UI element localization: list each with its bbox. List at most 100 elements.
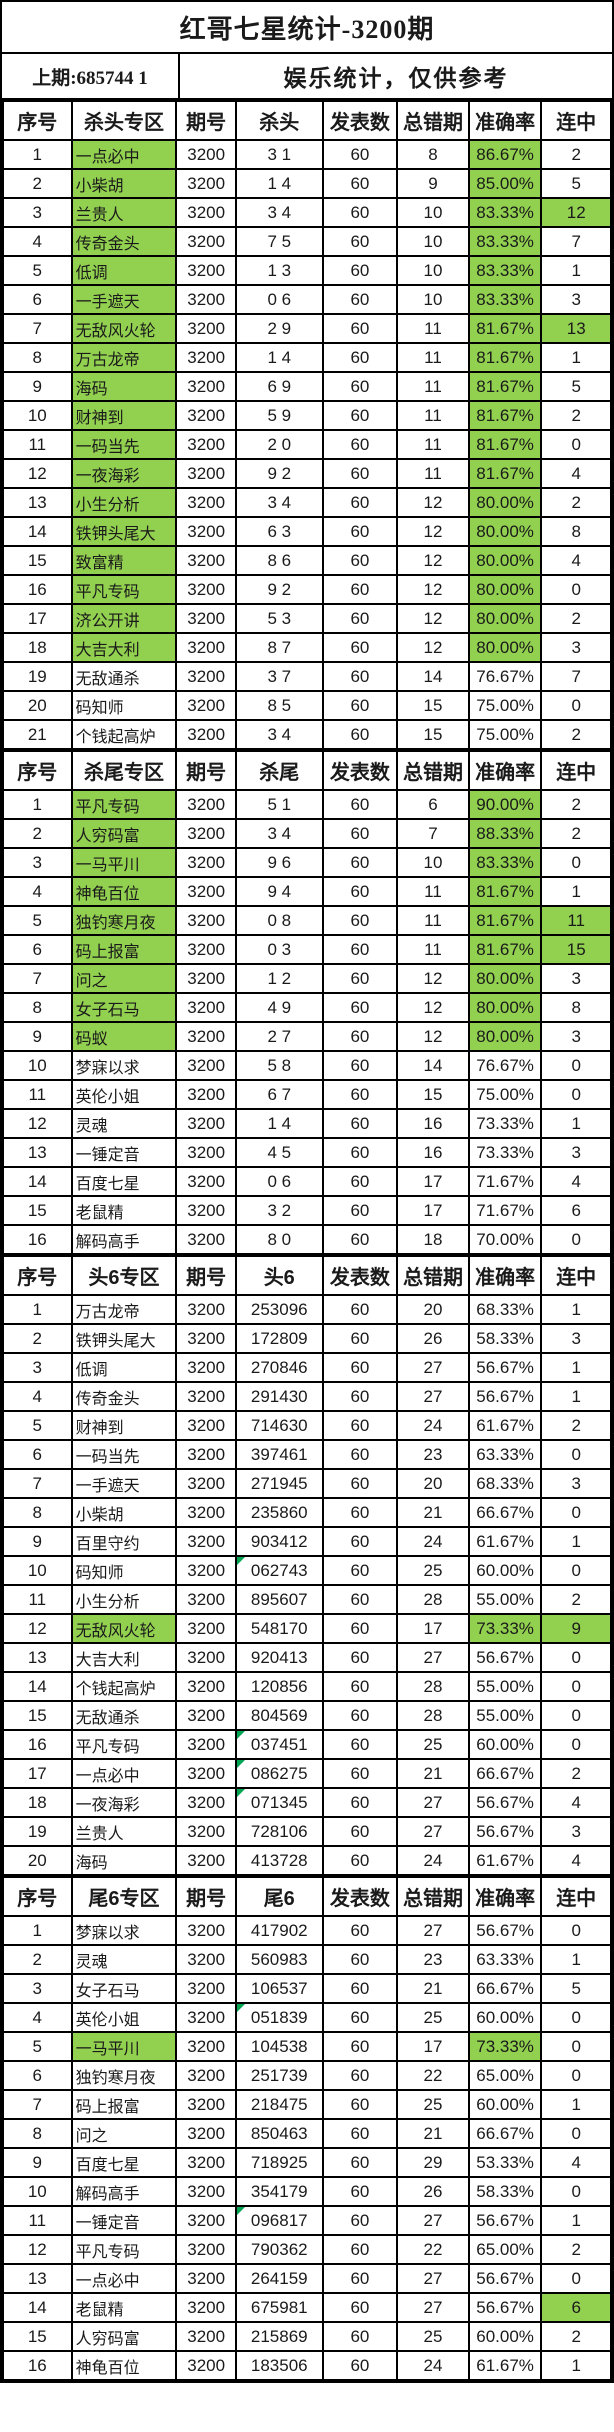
- serial-cell: 12: [2, 458, 73, 489]
- streak-cell: 2: [540, 1410, 612, 1441]
- issue-cell: 3200: [175, 197, 237, 228]
- table-row: 21 个钱起高炉 3200 3 4 60 15 75.00% 2: [2, 719, 612, 750]
- published-cell: 60: [321, 1352, 399, 1383]
- accuracy-cell: 81.67%: [467, 342, 543, 373]
- serial-cell: 1: [2, 139, 73, 170]
- value-cell: 8 6: [234, 545, 324, 576]
- published-cell: 60: [321, 1108, 399, 1139]
- name-cell: 一手遮天: [70, 1468, 178, 1499]
- published-cell: 60: [321, 603, 399, 634]
- accuracy-cell: 83.33%: [467, 197, 543, 228]
- serial-cell: 14: [2, 1166, 73, 1197]
- name-cell: 无敌风火轮: [70, 313, 178, 344]
- value-cell: 104538: [234, 2031, 324, 2062]
- value-cell: 354179: [234, 2176, 324, 2207]
- accuracy-cell: 80.00%: [467, 632, 543, 663]
- errors-cell: 11: [396, 400, 470, 431]
- column-header: 杀头专区: [70, 100, 178, 141]
- value-cell: 790362: [234, 2234, 324, 2265]
- errors-cell: 23: [396, 1944, 470, 1975]
- name-cell: 灵魂: [70, 1944, 178, 1975]
- issue-cell: 3200: [175, 2176, 237, 2207]
- value-cell: 728106: [234, 1816, 324, 1847]
- name-cell: 财神到: [70, 1410, 178, 1441]
- value-cell: 086275: [234, 1758, 324, 1789]
- name-cell: 一码当先: [70, 429, 178, 460]
- serial-cell: 18: [2, 632, 73, 663]
- accuracy-cell: 81.67%: [467, 876, 543, 907]
- value-cell: 0 8: [234, 905, 324, 936]
- accuracy-cell: 53.33%: [467, 2147, 543, 2178]
- serial-cell: 1: [2, 789, 73, 820]
- issue-cell: 3200: [175, 139, 237, 170]
- value-cell: 3 2: [234, 1195, 324, 1226]
- errors-cell: 27: [396, 1352, 470, 1383]
- serial-cell: 9: [2, 1526, 73, 1557]
- errors-cell: 17: [396, 1613, 470, 1644]
- issue-cell: 3200: [175, 516, 237, 547]
- published-cell: 60: [321, 1555, 399, 1586]
- section-table-3: 序号 尾6专区 期号 尾6 发表数 总错期 准确率 连中 1 梦寐以求 3200 417902 60 27…: [2, 1876, 612, 2381]
- table-row: 14 老鼠精 3200 675981 60 27 56.67% 6: [2, 2292, 612, 2323]
- table-row: 13 一锤定音 3200 4 5 60 16 73.33% 3: [2, 1137, 612, 1168]
- table-row: 8 女子石马 3200 4 9 60 12 80.00% 8: [2, 992, 612, 1023]
- streak-cell: 1: [540, 1294, 612, 1325]
- name-cell: 个钱起高炉: [70, 1671, 178, 1702]
- issue-cell: 3200: [175, 690, 237, 721]
- table-row: 17 一点必中 3200 086275 60 21 66.67% 2: [2, 1758, 612, 1789]
- accuracy-cell: 56.67%: [467, 1816, 543, 1847]
- name-cell: 码知师: [70, 690, 178, 721]
- streak-cell: 2: [540, 139, 612, 170]
- serial-cell: 10: [2, 2176, 73, 2207]
- issue-cell: 3200: [175, 1195, 237, 1226]
- accuracy-cell: 88.33%: [467, 818, 543, 849]
- table-row: 19 兰贵人 3200 728106 60 27 56.67% 3: [2, 1816, 612, 1847]
- accuracy-cell: 56.67%: [467, 1787, 543, 1818]
- name-cell: 一点必中: [70, 139, 178, 170]
- name-cell: 老鼠精: [70, 1195, 178, 1226]
- notice-banner: 娱乐统计，仅供参考: [283, 66, 509, 91]
- serial-cell: 6: [2, 2060, 73, 2091]
- published-cell: 60: [321, 1845, 399, 1876]
- errors-cell: 12: [396, 632, 470, 663]
- serial-cell: 8: [2, 992, 73, 1023]
- accuracy-cell: 76.67%: [467, 1050, 543, 1081]
- issue-cell: 3200: [175, 2118, 237, 2149]
- published-cell: 60: [321, 1584, 399, 1615]
- stats-sheet: 红哥七星统计-3200期 上期:685744 1 娱乐统计，仅供参考 序号 杀头专…: [0, 0, 614, 2383]
- table-row: 4 神龟百位 3200 9 4 60 11 81.67% 1: [2, 876, 612, 907]
- serial-cell: 11: [2, 2205, 73, 2236]
- value-cell: 3 4: [234, 818, 324, 849]
- accuracy-cell: 75.00%: [467, 1079, 543, 1110]
- serial-cell: 6: [2, 934, 73, 965]
- issue-cell: 3200: [175, 1410, 237, 1441]
- table-row: 15 致富精 3200 8 6 60 12 80.00% 4: [2, 545, 612, 576]
- accuracy-cell: 68.33%: [467, 1294, 543, 1325]
- value-cell: 3 7: [234, 661, 324, 692]
- published-cell: 60: [321, 2002, 399, 2033]
- error-triangle-icon: [237, 2005, 245, 2012]
- value-cell: 2 7: [234, 1021, 324, 1052]
- published-cell: 60: [321, 574, 399, 605]
- value-cell: 6 3: [234, 516, 324, 547]
- name-cell: 一点必中: [70, 1758, 178, 1789]
- errors-cell: 11: [396, 342, 470, 373]
- table-row: 5 一马平川 3200 104538 60 17 73.33% 0: [2, 2031, 612, 2062]
- errors-cell: 11: [396, 429, 470, 460]
- accuracy-cell: 55.00%: [467, 1671, 543, 1702]
- value-cell: 9 2: [234, 574, 324, 605]
- column-header: 序号: [2, 1255, 73, 1296]
- serial-cell: 10: [2, 400, 73, 431]
- streak-cell: 1: [540, 2205, 612, 2236]
- accuracy-cell: 66.67%: [467, 1758, 543, 1789]
- streak-cell: 3: [540, 1816, 612, 1847]
- serial-cell: 16: [2, 2350, 73, 2381]
- published-cell: 60: [321, 2060, 399, 2091]
- errors-cell: 26: [396, 1323, 470, 1354]
- issue-cell: 3200: [175, 342, 237, 373]
- serial-cell: 11: [2, 1584, 73, 1615]
- section-table-0: 序号 杀头专区 期号 杀头 发表数 总错期 准确率 连中 1 一点必中 3200 3 1 60 8 86.6…: [2, 100, 612, 750]
- table-row: 2 小柴胡 3200 1 4 60 9 85.00% 5: [2, 168, 612, 199]
- value-cell: 4 5: [234, 1137, 324, 1168]
- table-row: 4 传奇金头 3200 7 5 60 10 83.33% 7: [2, 226, 612, 257]
